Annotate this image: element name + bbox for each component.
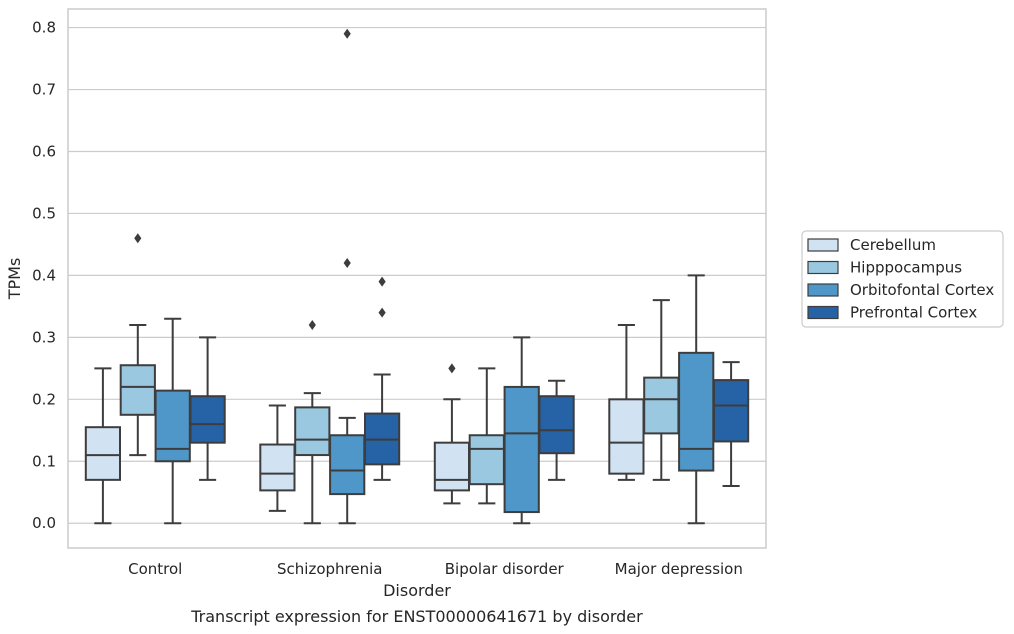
legend-swatch (807, 305, 839, 320)
legend-label: Hipppocampus (850, 259, 962, 277)
y-axis-label: TPMs (5, 258, 24, 301)
box-iqr (154, 389, 191, 463)
y-tick-label: 0.7 (32, 81, 56, 99)
outlier-point (343, 258, 351, 269)
box-cerebellum (433, 363, 471, 505)
box-prefrontal-cortex (712, 361, 750, 488)
y-tick-label: 0.6 (32, 142, 56, 160)
box-iqr (468, 434, 505, 486)
y-tick-label: 0.1 (32, 452, 56, 470)
box-iqr (643, 376, 680, 435)
box-iqr (119, 364, 156, 416)
outlier-point (134, 233, 142, 244)
box-hipppocampus (468, 367, 505, 505)
y-tick-label: 0.4 (32, 266, 56, 284)
box-cerebellum (259, 404, 296, 512)
legend-label: Cerebellum (850, 236, 936, 254)
legend-swatch (807, 283, 839, 297)
x-tick-label: Bipolar disorder (445, 560, 565, 578)
outlier-point (378, 276, 386, 287)
box-iqr (538, 395, 575, 455)
legend-swatch (807, 260, 839, 275)
outlier-point (378, 307, 386, 318)
box-group-major-depression (608, 274, 750, 525)
y-tick-label: 0.0 (32, 514, 56, 532)
y-tick-labels: 0.0 0.1 0.2 0.3 0.4 0.5 0.6 0.7 0.8 (32, 19, 56, 533)
box-iqr (503, 385, 540, 514)
x-tick-labels: Control Schizophrenia Bipolar disorder Majo… (128, 560, 743, 578)
box-orbitofontal-cortex (678, 274, 715, 525)
y-tick-label: 0.3 (32, 328, 56, 346)
box-group-control (84, 233, 226, 525)
y-tick-label: 0.8 (32, 19, 56, 37)
box-group-schizophrenia (259, 28, 401, 525)
x-tick-label: Schizophrenia (277, 560, 382, 578)
box-orbitofontal-cortex (154, 317, 191, 525)
box-groups (84, 28, 750, 525)
box-iqr (329, 434, 366, 496)
outlier-point (343, 28, 351, 39)
legend-item: Cerebellum (807, 236, 936, 254)
legend-item: Prefrontal Cortex (807, 304, 977, 322)
box-iqr (84, 426, 122, 481)
box-iqr (189, 395, 226, 444)
box-cerebellum (608, 323, 645, 481)
box-iqr (259, 443, 296, 492)
legend: Cerebellum Hipppocampus Orbitofontal Corte… (801, 230, 1004, 328)
box-orbitofontal-cortex (329, 28, 366, 525)
box-prefrontal-cortex (538, 379, 575, 481)
box-group-bipolar-disorder (433, 336, 575, 525)
box-prefrontal-cortex (189, 336, 226, 481)
box-iqr (678, 351, 715, 472)
box-iqr (294, 406, 331, 457)
x-axis-label: Disorder (383, 581, 451, 600)
y-tick-label: 0.2 (32, 390, 56, 408)
box-hipppocampus (643, 299, 680, 481)
legend-item: Hipppocampus (807, 259, 962, 277)
outlier-point (448, 363, 456, 374)
legend-label: Prefrontal Cortex (850, 304, 977, 322)
legend-swatch (807, 238, 839, 252)
chart-caption: Transcript expression for ENST0000064167… (190, 607, 643, 626)
plot-frame (67, 8, 767, 549)
box-iqr (433, 441, 471, 492)
legend-label: Orbitofontal Cortex (850, 281, 994, 299)
legend-item: Orbitofontal Cortex (807, 281, 994, 299)
box-cerebellum (84, 367, 122, 525)
outlier-point (308, 319, 316, 330)
box-hipppocampus (294, 319, 331, 525)
x-tick-label: Major depression (615, 560, 743, 578)
x-tick-label: Control (128, 560, 182, 578)
box-iqr (712, 379, 750, 443)
legend-frame (801, 230, 1004, 328)
y-tick-label: 0.5 (32, 204, 56, 222)
box-prefrontal-cortex (363, 276, 401, 481)
box-iqr (608, 398, 645, 475)
